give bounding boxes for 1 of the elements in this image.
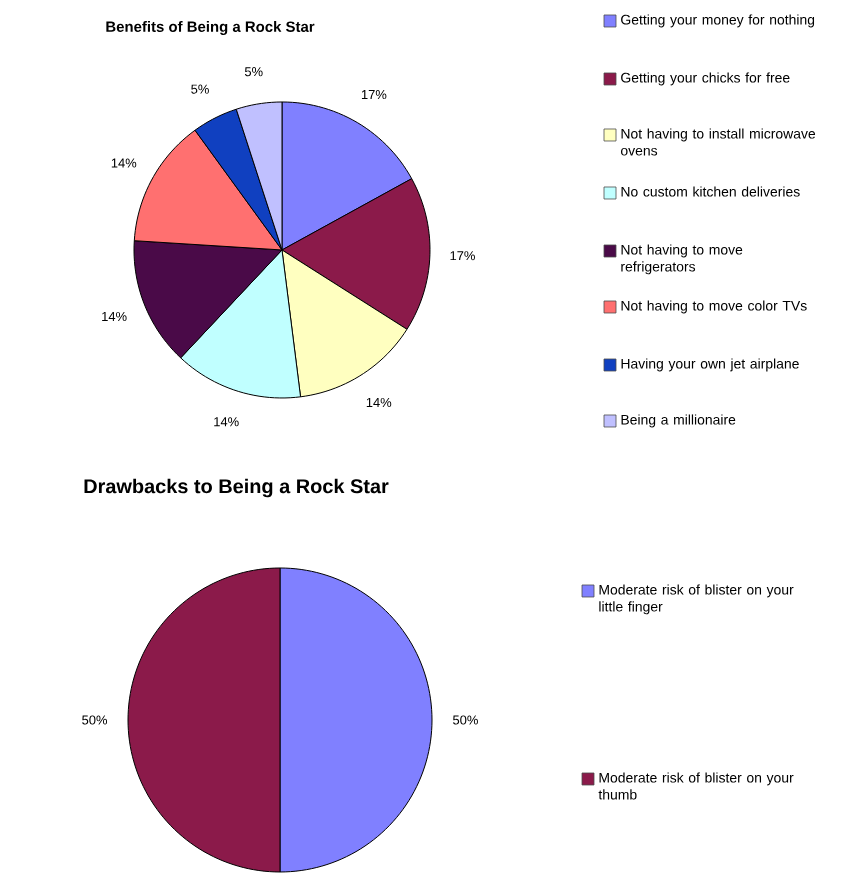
chart-title: Drawbacks to Being a Rock Star xyxy=(84,478,389,498)
